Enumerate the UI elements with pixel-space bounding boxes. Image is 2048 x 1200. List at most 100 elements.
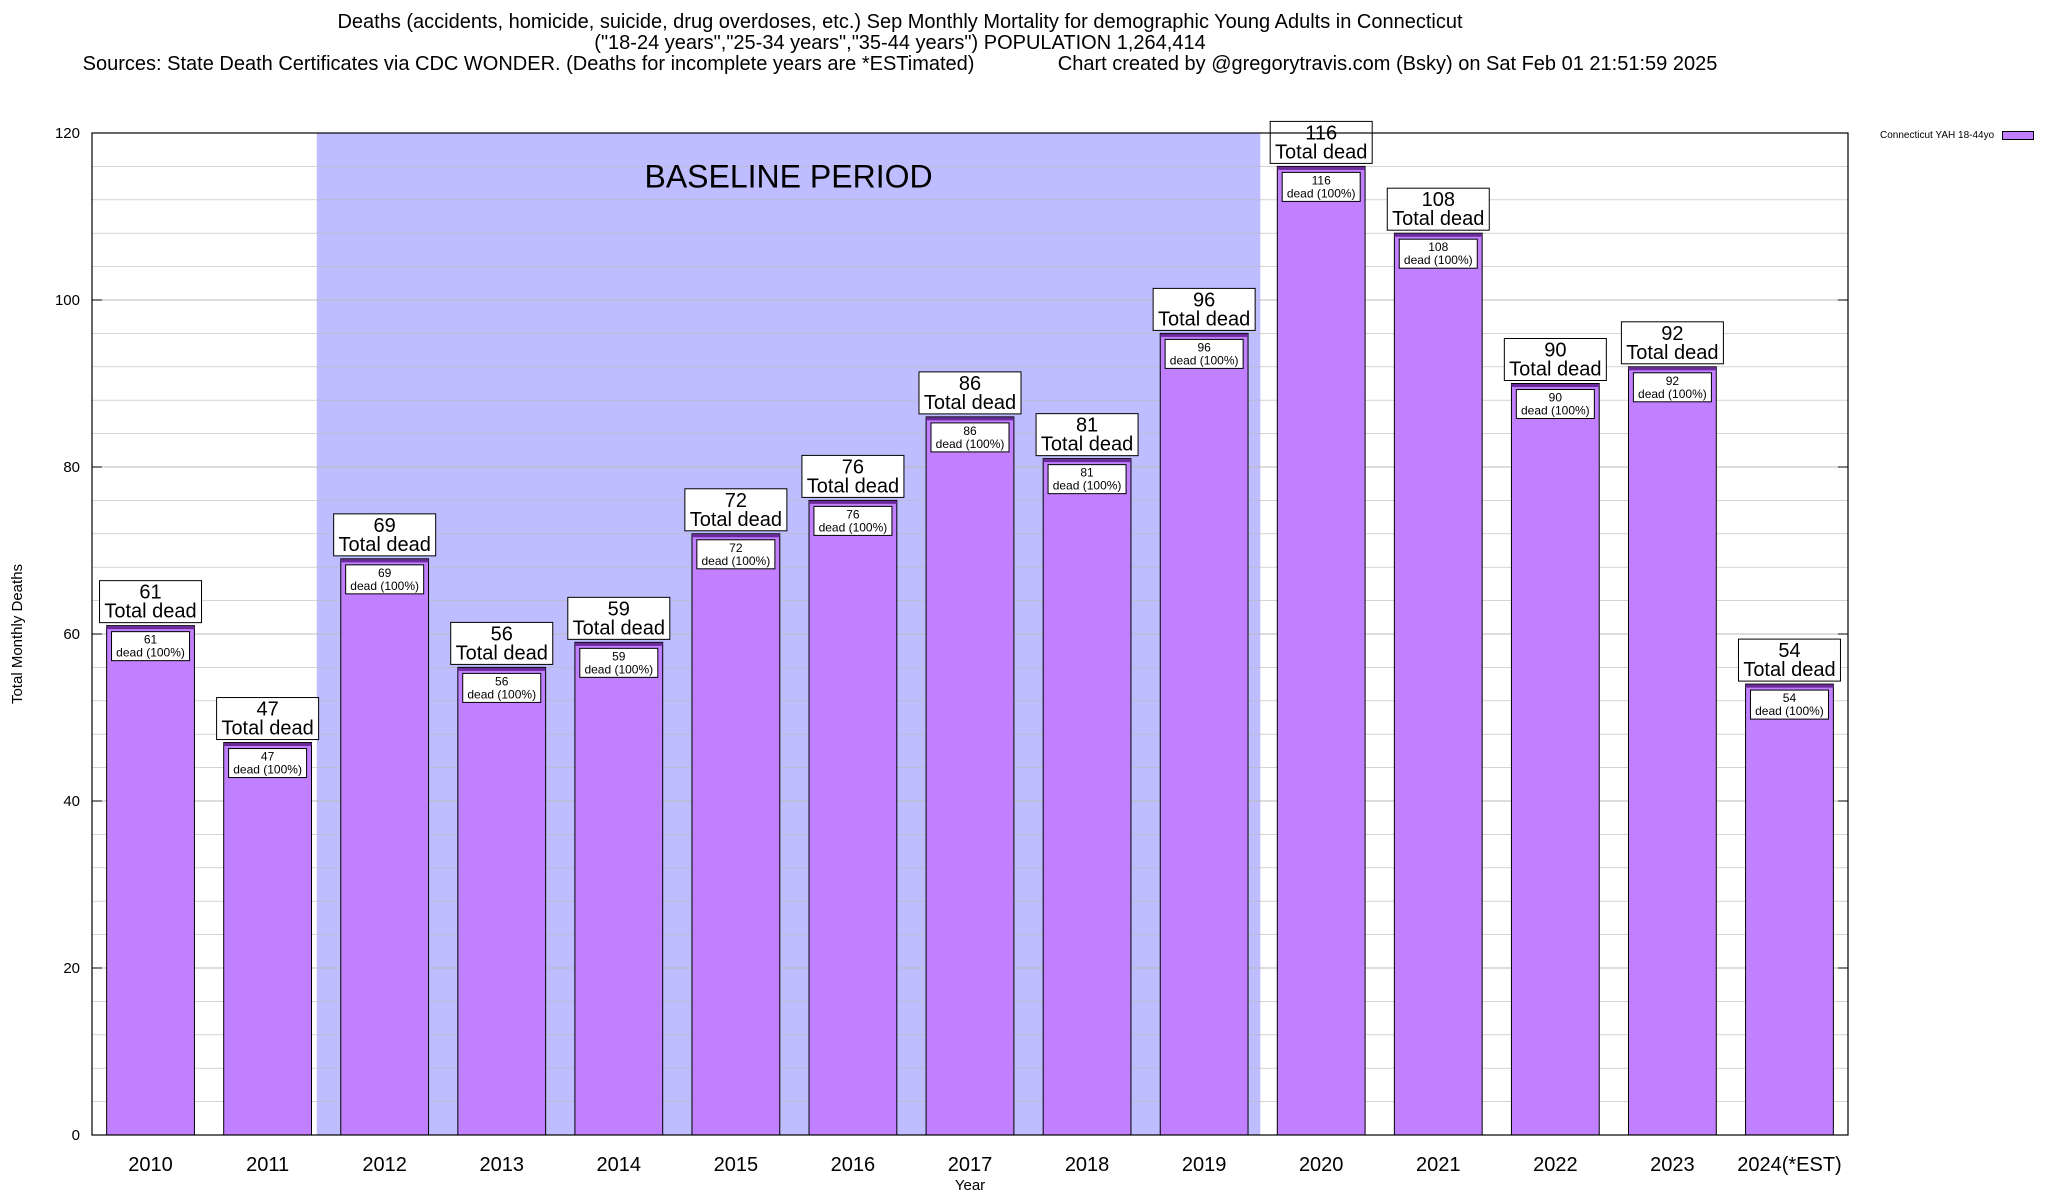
total-label-box xyxy=(918,371,1022,415)
inner-label-box xyxy=(930,422,1010,453)
baseline-label: BASELINE PERIOD xyxy=(644,158,932,194)
inner-label-box xyxy=(345,564,425,595)
inner-label-box xyxy=(813,505,893,536)
inner-value-label: 76 xyxy=(846,507,860,521)
title-line-1: Deaths (accidents, homicide, suicide, dr… xyxy=(337,11,1463,33)
total-value-label: 92 xyxy=(1661,323,1683,345)
bar xyxy=(574,641,664,1136)
x-tick-label: 2019 xyxy=(1182,1154,1227,1176)
x-tick-label: 2016 xyxy=(831,1154,876,1176)
title-line-3: Sources: State Death Certificates via CD… xyxy=(82,53,1718,75)
y-tick-label: 120 xyxy=(55,125,80,142)
inner-label-box xyxy=(1164,338,1244,369)
x-tick-label: 2018 xyxy=(1065,1154,1110,1176)
inner-percent-label: dead (100%) xyxy=(350,579,419,593)
inner-percent-label: dead (100%) xyxy=(584,662,653,676)
bar xyxy=(1393,232,1483,1136)
total-label-box xyxy=(1035,413,1139,457)
legend: Connecticut YAH 18-44yo xyxy=(1880,130,2035,141)
x-tick-label: 2023 xyxy=(1650,1154,1695,1176)
total-label-box xyxy=(684,488,788,532)
inner-value-label: 56 xyxy=(495,674,509,688)
x-tick-label: 2015 xyxy=(714,1154,759,1176)
total-value-label: 61 xyxy=(139,582,161,604)
total-value-label: 59 xyxy=(608,598,630,620)
inner-value-label: 59 xyxy=(612,649,626,663)
inner-percent-label: dead (100%) xyxy=(1287,186,1356,200)
total-label-box xyxy=(1503,338,1607,381)
inner-label-box xyxy=(1047,464,1127,495)
x-tick-label: 2014 xyxy=(597,1154,642,1176)
total-label-box xyxy=(216,697,320,741)
inner-percent-label: dead (100%) xyxy=(819,520,888,534)
bar xyxy=(223,742,312,1136)
inner-label-box xyxy=(111,631,191,662)
total-label-box xyxy=(1620,321,1724,365)
inner-label-box xyxy=(579,647,659,678)
total-text-label: Total dead xyxy=(573,617,665,639)
total-value-label: 90 xyxy=(1544,340,1566,362)
inner-value-label: 86 xyxy=(963,424,977,438)
inner-label-box xyxy=(1281,171,1361,202)
total-text-label: Total dead xyxy=(1743,659,1835,681)
inner-label-box xyxy=(1515,389,1595,419)
bar xyxy=(106,625,195,1136)
total-value-label: 69 xyxy=(374,515,396,537)
x-tick-label: 2021 xyxy=(1416,1154,1461,1176)
inner-value-label: 54 xyxy=(1783,691,1797,705)
inner-percent-label: dead (100%) xyxy=(467,687,536,701)
total-label-box xyxy=(1269,120,1373,164)
inner-percent-label: dead (100%) xyxy=(702,554,771,568)
inner-value-label: 116 xyxy=(1312,173,1331,187)
total-text-label: Total dead xyxy=(807,475,899,497)
bar xyxy=(1745,683,1834,1136)
total-text-label: Total dead xyxy=(456,642,548,664)
total-text-label: Total dead xyxy=(221,718,313,740)
total-value-label: 76 xyxy=(842,456,864,478)
total-value-label: 81 xyxy=(1076,415,1098,437)
chart-title: Deaths (accidents, homicide, suicide, dr… xyxy=(0,12,1800,75)
x-tick-label: 2012 xyxy=(362,1154,407,1176)
bar xyxy=(457,666,547,1136)
y-axis-label: Total Monthly Deaths xyxy=(9,564,26,704)
bar xyxy=(340,558,430,1136)
bar xyxy=(1159,332,1249,1136)
total-text-label: Total dead xyxy=(1275,141,1367,163)
inner-percent-label: dead (100%) xyxy=(936,437,1005,451)
inner-label-box xyxy=(1749,689,1829,720)
x-tick-label: 2013 xyxy=(479,1154,524,1176)
x-tick-label: 2017 xyxy=(948,1154,993,1176)
x-tick-label: 2022 xyxy=(1533,1154,1578,1176)
total-text-label: Total dead xyxy=(1392,208,1484,230)
bar xyxy=(1042,458,1132,1136)
inner-value-label: 69 xyxy=(378,566,392,580)
inner-label-box xyxy=(696,539,776,570)
bar xyxy=(1628,366,1717,1136)
inner-percent-label: dead (100%) xyxy=(116,646,185,660)
y-tick-label: 40 xyxy=(63,793,80,810)
total-value-label: 56 xyxy=(491,623,513,645)
inner-value-label: 72 xyxy=(729,541,743,555)
y-tick-label: 20 xyxy=(63,960,80,977)
y-tick-label: 60 xyxy=(63,626,80,643)
bar xyxy=(808,499,898,1136)
total-value-label: 108 xyxy=(1422,189,1455,211)
inner-percent-label: dead (100%) xyxy=(1638,387,1707,401)
inner-label-box xyxy=(1398,238,1478,269)
total-text-label: Total dead xyxy=(924,392,1016,414)
y-tick-label: 100 xyxy=(55,292,80,309)
inner-value-label: 96 xyxy=(1197,340,1211,354)
total-value-label: 72 xyxy=(725,490,747,512)
total-value-label: 96 xyxy=(1193,289,1215,311)
total-text-label: Total dead xyxy=(339,534,431,556)
total-label-box xyxy=(801,454,905,498)
total-value-label: 54 xyxy=(1778,640,1800,662)
total-label-box xyxy=(1737,638,1841,682)
total-label-box xyxy=(1152,287,1256,331)
total-label-box xyxy=(333,513,437,557)
inner-value-label: 47 xyxy=(261,750,275,764)
total-label-box xyxy=(1386,187,1490,231)
total-value-label: 47 xyxy=(256,699,278,721)
legend-label: Connecticut YAH 18-44yo xyxy=(1880,130,1995,141)
